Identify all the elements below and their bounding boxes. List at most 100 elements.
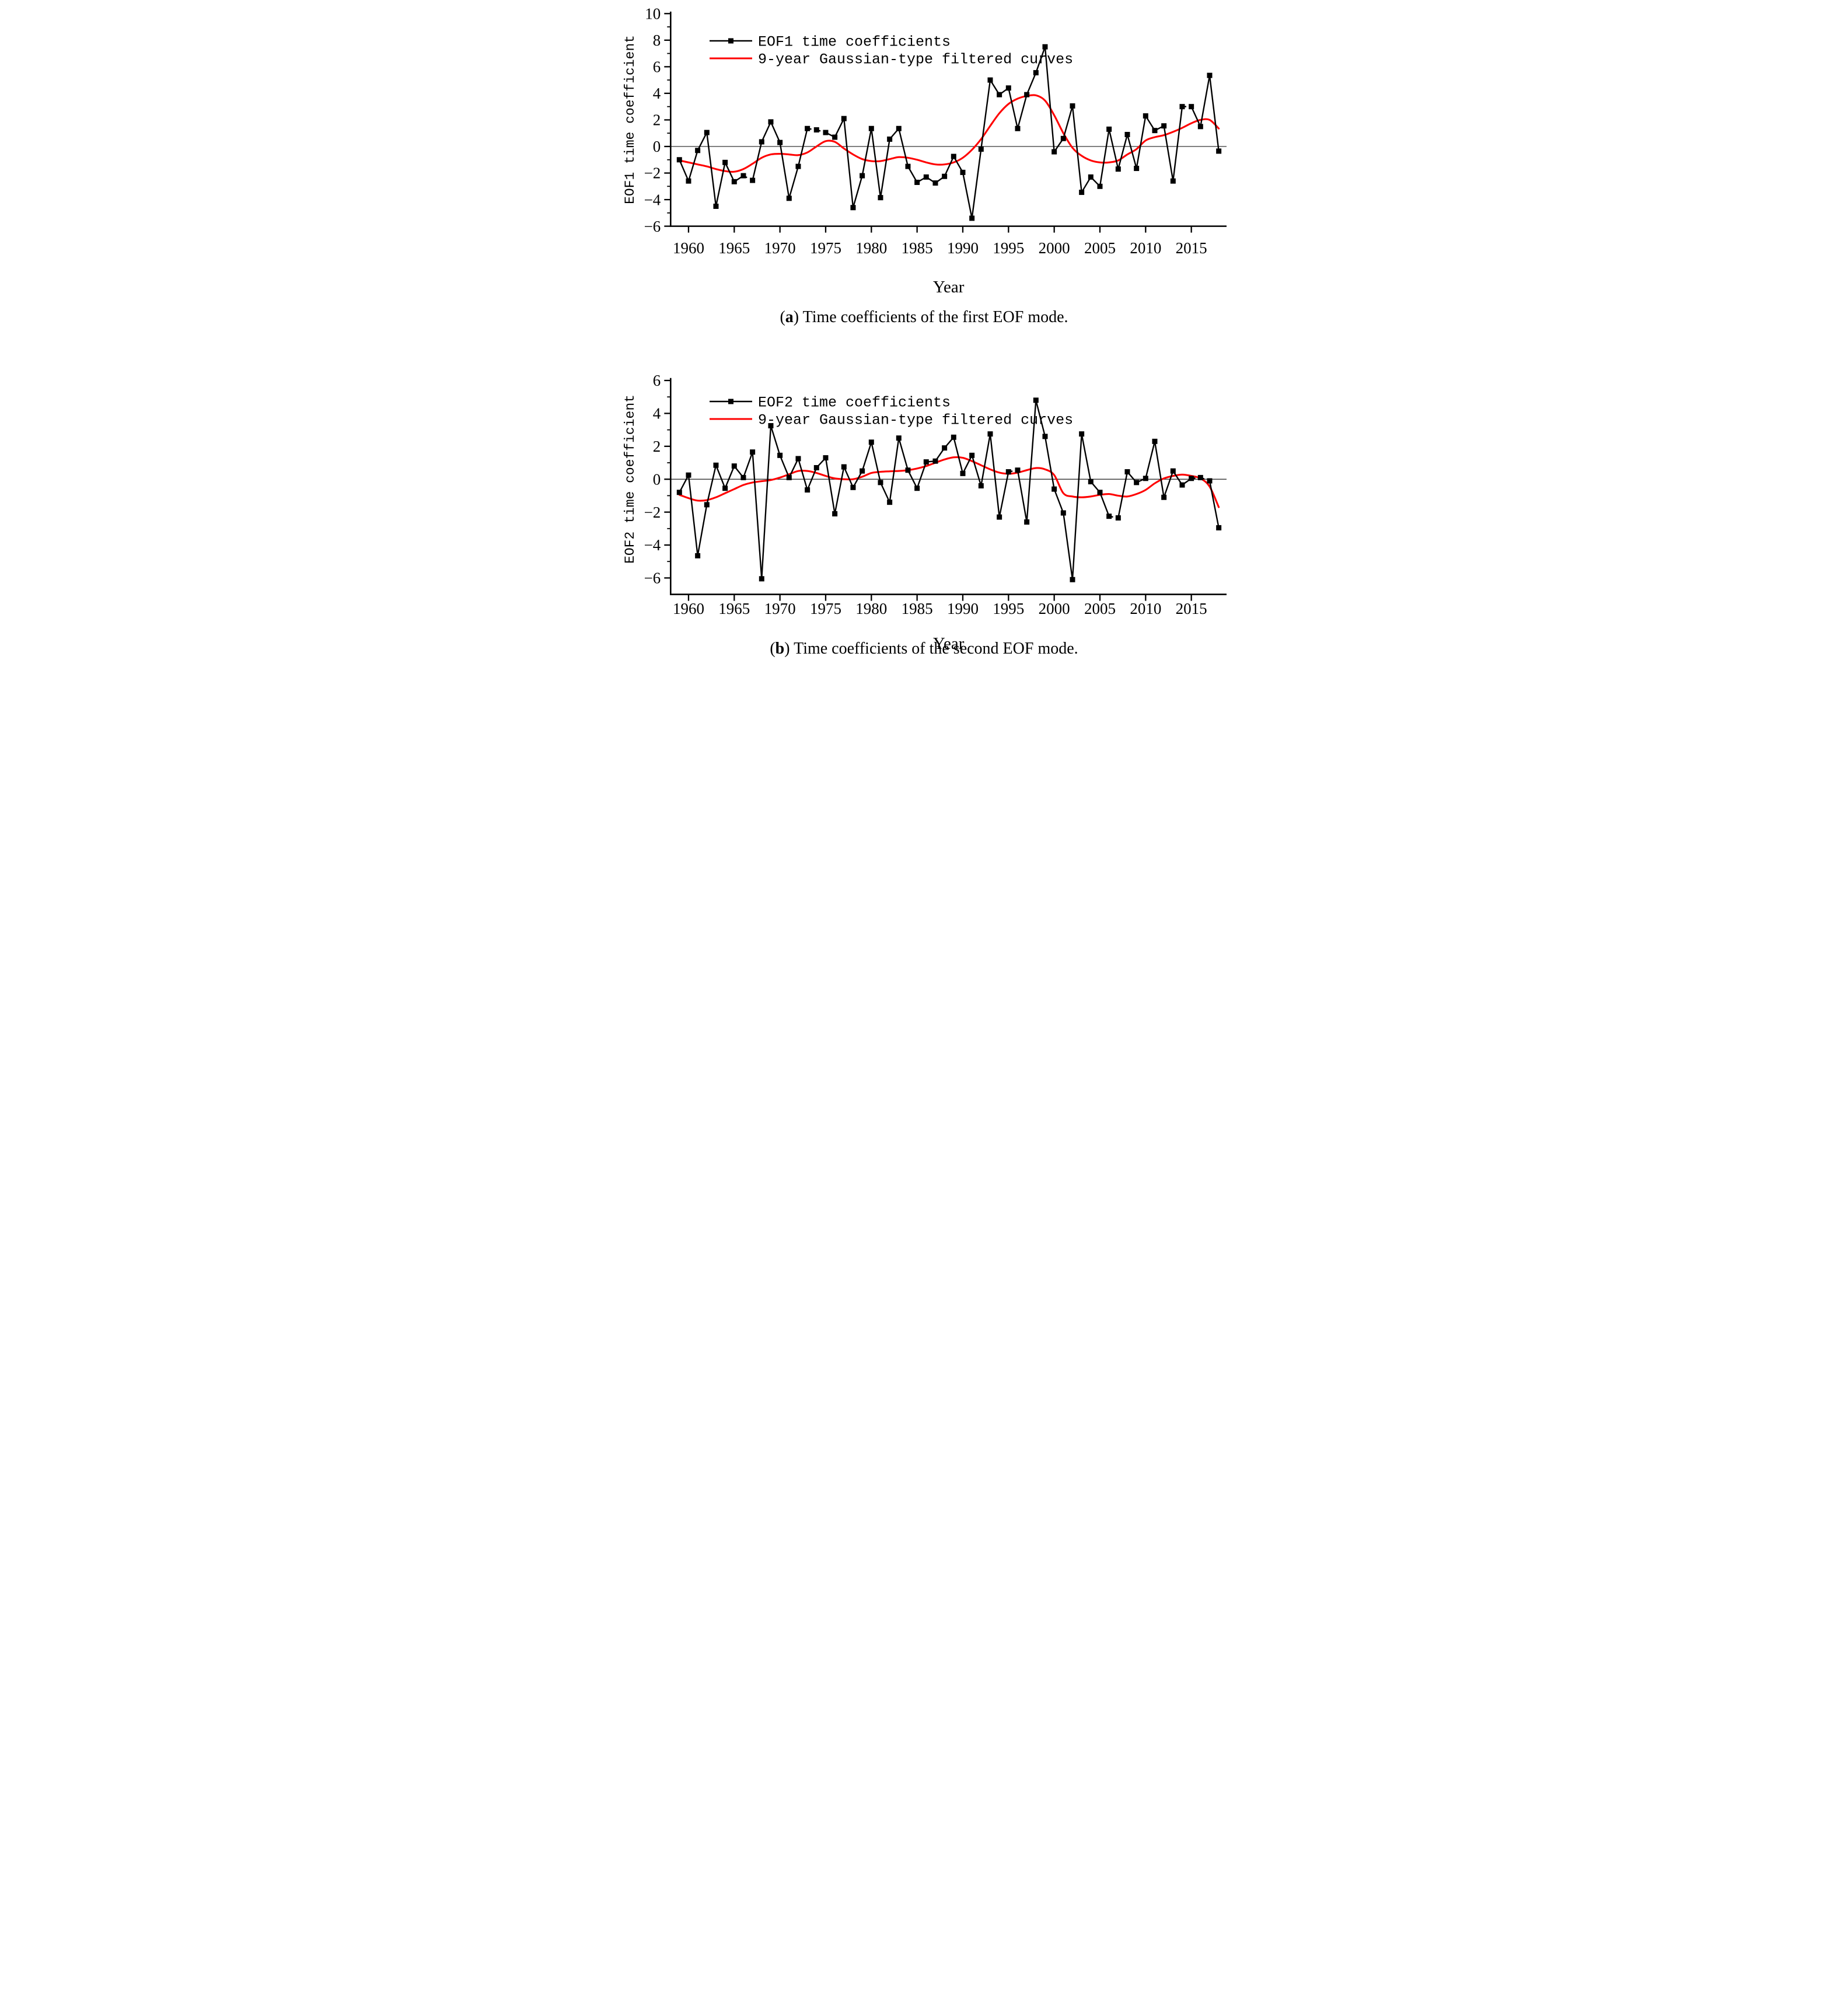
data-point-marker [1197, 474, 1203, 480]
data-point-marker [1179, 482, 1185, 488]
y-tick-label: −4 [644, 191, 661, 208]
y-tick-label: 0 [652, 470, 661, 488]
data-point-marker [959, 169, 965, 175]
data-point-marker [731, 463, 737, 469]
data-point-marker [877, 480, 883, 486]
data-point-marker [1124, 469, 1130, 475]
data-point-marker [1078, 190, 1084, 195]
data-point-marker [850, 205, 855, 211]
y-tick-label: 6 [652, 372, 661, 389]
y-axis-title: EOF2 time coefficient [623, 394, 638, 564]
data-point-marker [996, 514, 1002, 520]
data-point-marker [914, 179, 920, 185]
data-point-marker [685, 472, 691, 478]
data-point-marker [1170, 178, 1176, 184]
data-point-marker [1051, 486, 1057, 492]
data-point-marker [1143, 476, 1148, 481]
data-point-marker [959, 470, 965, 476]
data-point-marker [868, 439, 874, 445]
data-point-marker [896, 125, 902, 131]
data-point-marker [886, 500, 892, 505]
data-point-marker [914, 486, 920, 491]
data-point-marker [850, 484, 855, 490]
data-point-marker [1088, 174, 1094, 180]
caption-a-prefix: ( [780, 308, 785, 326]
x-tick-label: 1960 [672, 600, 704, 617]
x-tick-label: 1980 [855, 239, 887, 257]
data-point-marker [795, 456, 801, 462]
data-point-marker [1143, 113, 1148, 119]
x-axis-ticks: 1960 1965 1970 1975 1980 1985 1990 1995 2000 2005… [672, 226, 1207, 257]
data-point-marker [941, 173, 947, 179]
data-point-marker [676, 157, 682, 163]
x-axis-title: Year [932, 278, 964, 296]
data-point-marker [1088, 479, 1094, 484]
data-point-marker [841, 116, 847, 121]
y-tick-label: 8 [652, 32, 661, 49]
data-point-marker [749, 449, 755, 455]
x-tick-label: 2010 [1130, 239, 1161, 257]
data-point-marker [1206, 478, 1212, 484]
y-tick-label: 10 [645, 5, 661, 22]
x-tick-label: 2015 [1175, 239, 1207, 257]
data-point-marker [1106, 126, 1112, 132]
data-point-marker [1014, 467, 1020, 473]
data-point-marker [813, 127, 819, 133]
data-point-marker [822, 130, 828, 135]
data-point-marker [1161, 123, 1166, 129]
data-point-marker [1188, 104, 1194, 110]
data-point-marker [1005, 469, 1011, 475]
data-point-marker [1023, 519, 1029, 525]
coefficient-markers [676, 397, 1221, 582]
data-point-marker [694, 148, 700, 153]
data-point-marker [767, 423, 773, 429]
data-point-marker [1206, 72, 1212, 78]
data-point-marker [1151, 128, 1157, 134]
y-tick-label: −6 [644, 218, 661, 235]
data-point-marker [740, 173, 746, 179]
data-point-marker [1069, 103, 1075, 109]
data-point-marker [987, 431, 993, 437]
x-tick-label: 1995 [993, 239, 1024, 257]
caption-b: (b) Time coefficients of the second EOF … [616, 640, 1232, 658]
data-point-marker [996, 92, 1002, 97]
data-point-marker [804, 487, 810, 493]
coefficient-markers [676, 44, 1221, 221]
data-point-marker [1133, 166, 1139, 172]
data-point-marker [712, 203, 718, 209]
coefficient-line [678, 400, 1220, 580]
data-point-marker [923, 459, 929, 465]
legend-label-filtered: 9-year Gaussian-type filtered curves [758, 51, 1073, 68]
data-point-marker [767, 119, 773, 125]
y-tick-label: 0 [652, 138, 661, 155]
x-tick-label: 2000 [1038, 239, 1070, 257]
data-point-marker [932, 458, 938, 464]
data-point-marker [1078, 431, 1084, 437]
legend-marker-square [728, 38, 733, 44]
y-tick-label: 2 [652, 438, 661, 455]
y-tick-label: −4 [644, 536, 661, 554]
x-tick-label: 1995 [993, 600, 1024, 617]
data-point-marker [1215, 148, 1221, 154]
data-point-marker [1005, 85, 1011, 91]
caption-a: (a) Time coefficients of the first EOF m… [616, 308, 1232, 327]
data-point-marker [1115, 166, 1121, 172]
data-point-marker [795, 163, 801, 169]
data-point-marker [832, 511, 837, 516]
x-tick-label: 1965 [718, 600, 750, 617]
legend-label-filtered: 9-year Gaussian-type filtered curves [758, 412, 1073, 429]
data-point-marker [886, 136, 892, 142]
x-tick-label: 2015 [1175, 600, 1207, 617]
filtered-curve [678, 456, 1220, 508]
data-point-marker [932, 180, 938, 186]
data-point-marker [1042, 44, 1047, 50]
data-point-marker [804, 125, 810, 131]
x-tick-label: 2005 [1084, 600, 1115, 617]
data-point-marker [704, 130, 710, 135]
data-point-marker [1014, 125, 1020, 131]
data-point-marker [1188, 476, 1194, 481]
data-point-marker [759, 139, 764, 145]
eof1-chart: 10 8 6 4 2 0 −2 −4 −6 1960 1965 1970 1975 1980 1985 199… [623, 5, 1227, 296]
